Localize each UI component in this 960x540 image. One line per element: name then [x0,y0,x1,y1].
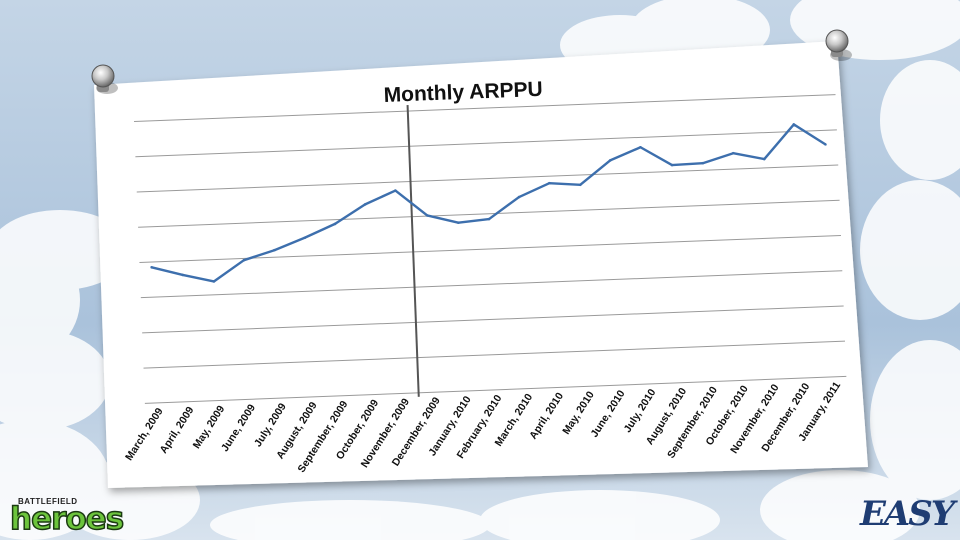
data-point [701,161,705,165]
easy-logo: EASY [860,494,955,534]
logo-small-text: BATTLEFIELD [18,497,78,506]
data-point [212,280,216,283]
gridline [142,305,844,334]
data-point [457,221,460,224]
logo-big-text: heroes [9,500,125,538]
data-point [181,273,185,277]
gridline [135,129,837,158]
data-point [824,143,827,146]
pin-right-icon [825,29,852,61]
data-point [548,181,551,185]
gridline [143,340,846,369]
gridlines [134,94,847,404]
gridline [136,164,839,193]
gridline [134,94,836,123]
data-point [608,159,612,162]
data-point [242,258,246,262]
data-point [303,236,307,240]
gridline [138,199,840,228]
data-point [425,214,429,217]
data-point [792,123,796,126]
data-point [670,163,674,167]
data-point [517,195,521,199]
paper-card [94,41,868,488]
data-point [639,145,642,149]
battlefield-heroes-logo: BATTLEFIELD heroes [6,497,130,538]
gridline [139,235,841,263]
data-points [150,123,827,283]
data-point [763,157,766,161]
pin-left-icon [91,64,118,94]
vertical-marker-line [406,105,420,397]
data-point [273,248,276,252]
data-point [333,222,337,226]
data-point [578,183,582,187]
data-point [487,217,491,221]
data-point [150,265,153,269]
data-point [394,189,397,192]
gridline [140,270,843,299]
data-point [731,151,735,155]
gridline [144,375,847,404]
data-point [363,203,367,206]
